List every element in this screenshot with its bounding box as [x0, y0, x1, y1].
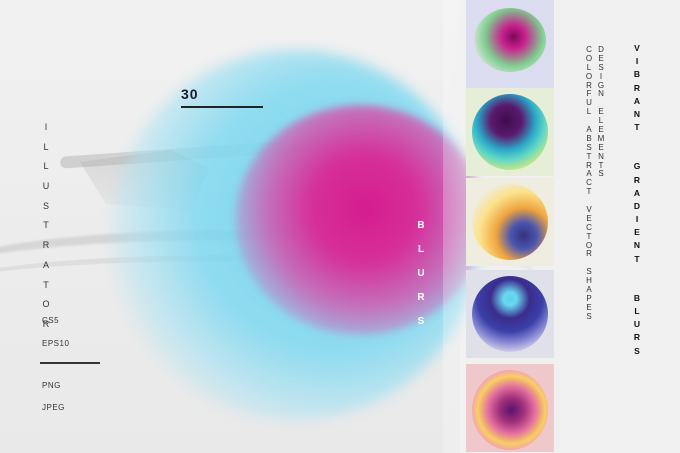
count-underline — [181, 106, 263, 108]
format-eps10: EPS10 — [42, 339, 70, 348]
thumbnail-3 — [466, 178, 554, 266]
format-jpeg: JPEG — [42, 403, 65, 412]
thumbnail-4 — [466, 270, 554, 358]
thumbnail-2 — [466, 88, 554, 176]
format-cs5: CS5 — [42, 316, 60, 325]
format-divider — [40, 362, 100, 364]
format-png: PNG — [42, 381, 61, 390]
blur-count: 30 — [181, 86, 199, 102]
thumbnail-5 — [466, 364, 554, 452]
thumbnail-1 — [466, 0, 554, 88]
